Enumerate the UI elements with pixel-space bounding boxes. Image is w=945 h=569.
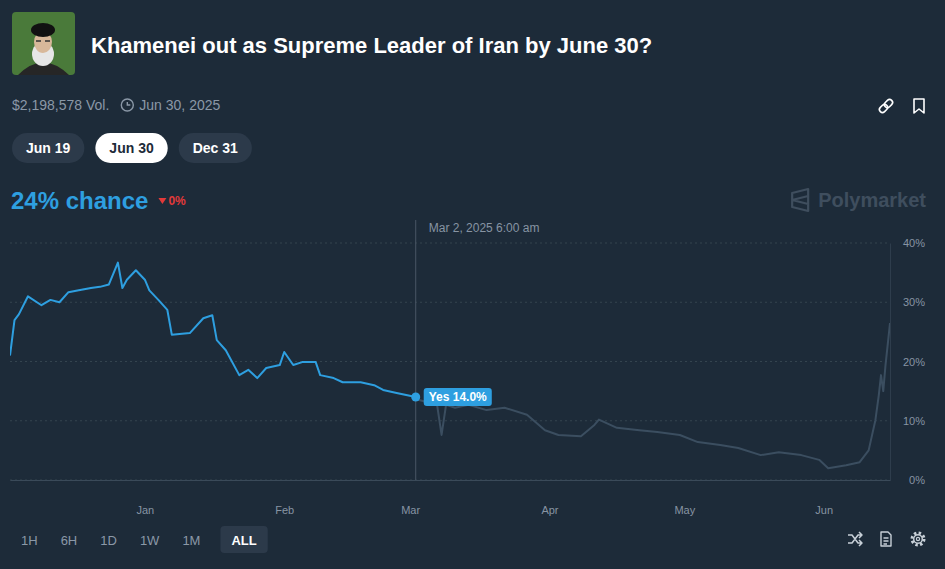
- grid-line: [10, 243, 890, 244]
- title: Khamenei out as Supreme Leader of Iran b…: [91, 33, 652, 58]
- chance: 24% chance: [11, 187, 148, 214]
- tab[interactable]: Jun 19: [12, 133, 84, 163]
- range-label[interactable]: ALL: [231, 533, 256, 548]
- y-tick: 0%: [890, 474, 925, 486]
- avatar: [12, 12, 75, 75]
- x-tick-label: Jun: [815, 504, 833, 516]
- range-button[interactable]: ALL: [220, 526, 267, 553]
- link-icon[interactable]: [878, 98, 894, 114]
- line-active: [10, 263, 416, 397]
- document-icon[interactable]: [881, 532, 891, 546]
- x-axis: Jan Feb Mar Apr May Jun: [11, 480, 891, 516]
- tab[interactable]: Jun 30: [95, 133, 167, 163]
- grid-line: [10, 420, 890, 421]
- brand: Polymarket: [818, 189, 926, 211]
- x-tick-label: Feb: [275, 504, 294, 516]
- range-label[interactable]: 1W: [140, 533, 160, 548]
- y-tick-label: 20%: [903, 356, 925, 368]
- change-arrow: [158, 198, 166, 204]
- range-button-bg[interactable]: [220, 526, 267, 553]
- y-tick-label: 30%: [903, 296, 925, 308]
- range-label[interactable]: 1H: [21, 533, 38, 548]
- settings-icon[interactable]: [912, 533, 924, 545]
- x-tick: Mar: [401, 480, 420, 516]
- x-tick-label: May: [674, 504, 695, 516]
- x-tick: Apr: [541, 480, 558, 516]
- range-label[interactable]: 1M: [182, 533, 200, 548]
- tab-label[interactable]: Dec 31: [193, 140, 238, 156]
- x-tick: May: [674, 480, 695, 516]
- avatar-bg: [12, 12, 75, 75]
- grid-line: [10, 480, 890, 481]
- hover-label: Yes 14.0%: [424, 388, 492, 406]
- brand-logo: [792, 189, 808, 211]
- x-tick-label: Jan: [136, 504, 154, 516]
- y-tick-label: 40%: [903, 237, 925, 249]
- tab[interactable]: Dec 31: [179, 133, 252, 163]
- hover-value: Yes 14.0%: [429, 390, 487, 404]
- tab-label[interactable]: Jun 30: [109, 140, 154, 156]
- bookmark-icon[interactable]: [914, 99, 924, 113]
- x-tick: Jan: [136, 480, 154, 516]
- tab-bg[interactable]: [12, 133, 84, 163]
- y-tick-label: 10%: [903, 415, 925, 427]
- y-tick: 30%: [890, 296, 925, 308]
- x-axis-line: [11, 480, 891, 481]
- line-inactive: [416, 323, 890, 468]
- avatar-turban: [31, 23, 55, 37]
- y-tick: 10%: [890, 415, 925, 427]
- y-tick-label: 0%: [909, 474, 925, 486]
- tab-label[interactable]: Jun 19: [26, 140, 71, 156]
- hover-label-bg: [424, 388, 492, 406]
- grid-line: [10, 302, 890, 303]
- x-tick-label: Apr: [541, 504, 558, 516]
- y-axis: 0% 10% 20% 30% 40%: [890, 237, 925, 486]
- hover-line: [415, 220, 416, 480]
- grid: [10, 243, 890, 480]
- y-tick: 40%: [890, 237, 925, 249]
- x-tick-label: Mar: [401, 504, 420, 516]
- end-date: Jun 30, 2025: [139, 97, 220, 113]
- x-tick: Jun: [815, 480, 833, 516]
- range-button[interactable]: 1M: [182, 533, 200, 548]
- shuffle-icon[interactable]: [848, 532, 862, 546]
- volume: $2,198,578 Vol.: [12, 97, 109, 113]
- plot: [10, 263, 890, 469]
- clock-icon: [121, 99, 133, 111]
- tab-bg[interactable]: [95, 133, 167, 163]
- hover-date: Mar 2, 2025 6:00 am: [429, 221, 540, 235]
- avatar-glasses: [36, 40, 50, 42]
- tab-bg[interactable]: [179, 133, 252, 163]
- y-axis-line: [890, 244, 891, 481]
- background: [0, 0, 945, 569]
- range-button[interactable]: 1W: [140, 533, 160, 548]
- y-tick: 20%: [890, 356, 925, 368]
- range-label[interactable]: 1D: [100, 533, 117, 548]
- range-button[interactable]: 6H: [61, 533, 78, 548]
- range-button[interactable]: 1H: [21, 533, 38, 548]
- x-tick: Feb: [275, 480, 294, 516]
- screen: Khamenei out as Supreme Leader of Iran b…: [0, 0, 945, 569]
- grid-line: [10, 361, 890, 362]
- hover-dot: [411, 393, 420, 402]
- range-button[interactable]: 1D: [100, 533, 117, 548]
- range-label[interactable]: 6H: [61, 533, 78, 548]
- change: 0%: [168, 194, 186, 208]
